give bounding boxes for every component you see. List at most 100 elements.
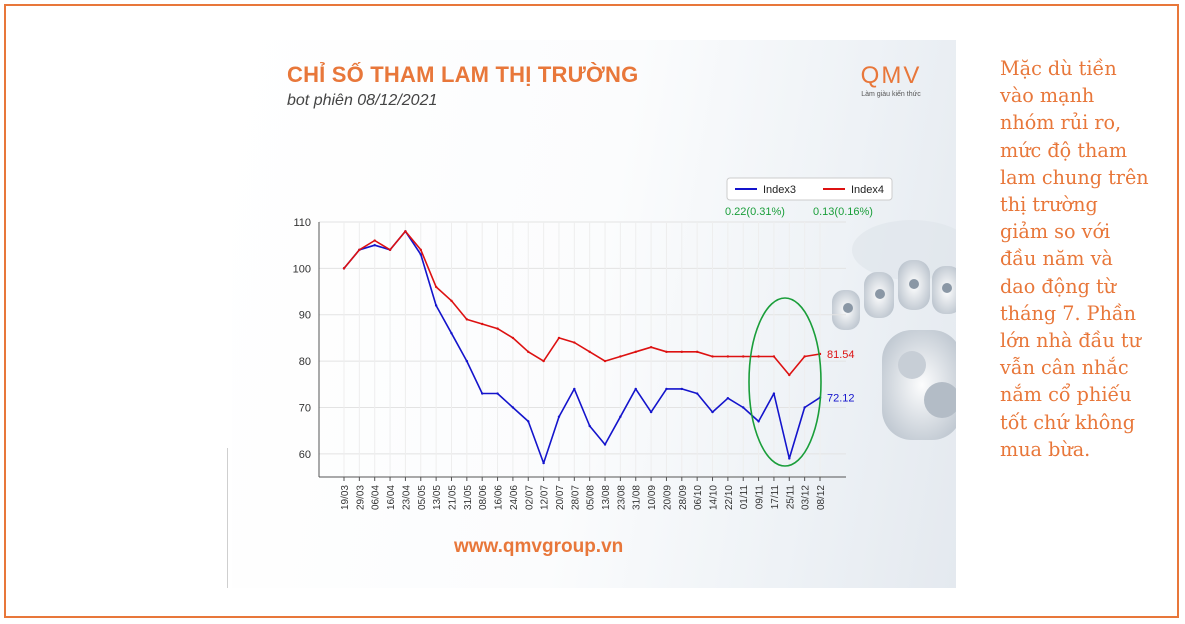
y-tick-label: 90	[299, 310, 311, 322]
data-point-index4	[465, 318, 469, 321]
x-tick-label: 14/10	[709, 485, 720, 510]
data-point-index3	[480, 392, 484, 395]
data-point-index4	[511, 336, 515, 340]
series-line-index4	[343, 230, 821, 376]
data-point-index4	[450, 299, 453, 303]
data-point-index4	[788, 373, 791, 377]
last-value-label-index3: 72.12	[827, 393, 855, 405]
x-tick-label: 06/04	[371, 485, 382, 510]
data-point-index3	[665, 387, 668, 391]
data-point-index3	[573, 387, 576, 391]
x-tick-label: 29/03	[355, 485, 366, 510]
data-point-index3	[772, 392, 776, 395]
x-tick-label: 23/08	[616, 485, 627, 510]
x-tick-label: 17/11	[770, 485, 781, 510]
y-tick-label: 70	[299, 402, 311, 414]
greed-index-chart: 60 70 80 90 100 110 19/03 29/03 06/04 16/04 23/04 0…	[293, 177, 893, 510]
data-point-index3	[419, 253, 422, 256]
x-tick-label: 08/12	[816, 485, 827, 510]
x-tick-label: 23/04	[401, 485, 412, 510]
data-point-index4	[772, 355, 776, 358]
data-point-index3	[680, 387, 684, 391]
data-point-index3	[634, 387, 637, 391]
data-point-index3	[450, 332, 453, 335]
data-point-index4	[542, 359, 545, 363]
data-point-index4	[726, 355, 730, 358]
data-point-index3	[496, 392, 499, 395]
data-point-index3	[649, 410, 653, 414]
data-point-index3	[695, 392, 699, 395]
data-point-index4	[665, 350, 668, 354]
data-point-index4	[680, 350, 684, 354]
data-point-index4	[695, 350, 699, 354]
x-tick-label: 12/07	[540, 485, 551, 510]
y-tick-label: 60	[299, 449, 311, 461]
data-point-index3	[527, 420, 530, 423]
data-point-index4	[527, 350, 530, 354]
data-point-index4	[342, 267, 346, 270]
data-point-index4	[634, 350, 637, 354]
x-tick-label: 13/08	[601, 485, 612, 510]
x-tick-label: 10/09	[647, 485, 658, 510]
series-line-index3	[343, 230, 821, 464]
x-tick-label: 06/10	[693, 485, 704, 510]
page-title: CHỈ SỐ THAM LAM THỊ TRƯỜNG	[287, 62, 639, 87]
data-point-index4	[358, 248, 361, 252]
last-value-label-index4: 81.54	[827, 349, 855, 361]
x-tick-label: 28/09	[678, 485, 689, 510]
x-tick-label: 20/09	[662, 485, 673, 510]
change-label-index3: 0.22(0.31%)	[725, 206, 785, 218]
y-tick-label: 80	[299, 356, 311, 368]
data-point-index4	[573, 341, 576, 344]
x-tick-label: 24/06	[509, 485, 520, 510]
data-point-index4	[619, 355, 622, 358]
data-point-index3	[726, 396, 730, 400]
data-point-index4	[742, 355, 745, 358]
legend-box	[726, 177, 893, 201]
data-point-index3	[711, 410, 714, 414]
data-point-index3	[511, 406, 515, 409]
x-tick-label: 21/05	[447, 485, 458, 510]
data-point-index4	[419, 248, 422, 252]
x-tick-label: 16/06	[494, 485, 505, 510]
x-tick-label: 22/10	[724, 485, 735, 510]
data-point-index3	[373, 243, 376, 247]
data-point-index4	[496, 327, 499, 330]
slide-border	[4, 4, 1179, 618]
legend-label-index3: Index3	[763, 184, 796, 196]
x-tick-label: 31/08	[632, 485, 643, 510]
x-tick-label: 28/07	[570, 485, 581, 510]
data-point-index4	[649, 345, 653, 349]
x-tick-label: 19/03	[340, 485, 351, 510]
data-point-index3	[465, 359, 469, 363]
divider-line	[227, 448, 228, 588]
data-point-index3	[603, 443, 607, 446]
data-point-index3	[542, 461, 545, 465]
commentary-text: Mặc dù tiền vào mạnh nhóm rủi ro, mức độ…	[1000, 57, 1149, 461]
x-tick-label: 31/05	[463, 485, 474, 510]
infographic-slide: CHỈ SỐ THAM LAM THỊ TRƯỜNG bot phiên 08/…	[232, 40, 956, 588]
data-point-index4	[588, 350, 591, 354]
robot-hand-image	[832, 220, 956, 440]
x-tick-label: 05/05	[417, 485, 428, 510]
data-point-index4	[803, 355, 806, 358]
brand-tagline: Làm giàu kiến thức	[861, 91, 921, 98]
data-point-index4	[480, 322, 484, 326]
y-tick-label: 110	[293, 217, 311, 229]
x-tick-label: 20/07	[555, 485, 566, 510]
x-tick-label: 16/04	[386, 485, 397, 510]
data-point-index4	[557, 336, 561, 340]
data-point-index3	[434, 304, 438, 307]
website-link[interactable]: www.qmvgroup.vn	[454, 536, 624, 557]
x-tick-label: 08/06	[478, 485, 489, 510]
brand-logo-text: QMV	[860, 62, 922, 89]
x-tick-label: 03/12	[801, 485, 812, 510]
page-subtitle: bot phiên 08/12/2021	[287, 92, 438, 109]
data-point-index3	[803, 406, 806, 409]
x-tick-label: 01/11	[739, 485, 750, 510]
highlight-ellipse	[748, 297, 822, 467]
y-tick-label: 100	[293, 263, 311, 275]
data-point-index4	[404, 230, 407, 233]
data-point-index4	[603, 359, 607, 363]
x-tick-label: 25/11	[785, 485, 796, 510]
